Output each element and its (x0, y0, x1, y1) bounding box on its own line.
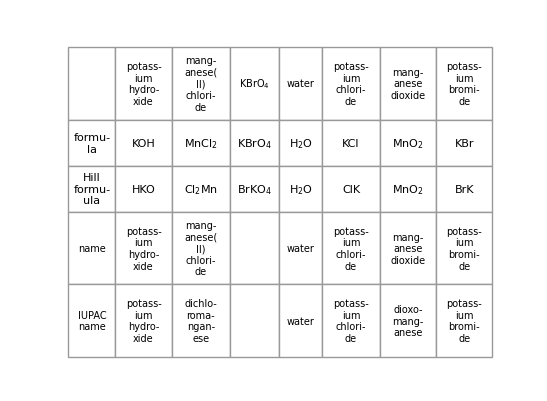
Text: water: water (287, 243, 315, 253)
Text: BrKO$_4$: BrKO$_4$ (237, 182, 272, 196)
Text: MnCl$_2$: MnCl$_2$ (184, 136, 218, 150)
Text: potass-
ium
hydro-
xide: potass- ium hydro- xide (126, 62, 161, 107)
Text: mang-
anese
dioxide: mang- anese dioxide (391, 68, 426, 101)
Text: mang-
anese(
II)
chlori-
de: mang- anese( II) chlori- de (184, 56, 217, 112)
Text: H$_2$O: H$_2$O (289, 182, 312, 196)
Text: dioxo-
mang-
anese: dioxo- mang- anese (393, 304, 424, 337)
Text: water: water (287, 79, 315, 89)
Text: potass-
ium
bromi-
de: potass- ium bromi- de (446, 226, 482, 271)
Text: Hill
formu-
ula: Hill formu- ula (73, 173, 110, 206)
Text: potass-
ium
chlori-
de: potass- ium chlori- de (333, 226, 369, 271)
Text: potass-
ium
chlori-
de: potass- ium chlori- de (333, 62, 369, 107)
Text: H$_2$O: H$_2$O (289, 136, 312, 150)
Text: MnO$_2$: MnO$_2$ (392, 182, 424, 196)
Text: KBrO$_4$: KBrO$_4$ (239, 77, 270, 91)
Text: MnO$_2$: MnO$_2$ (392, 136, 424, 150)
Text: KBr: KBr (455, 138, 474, 148)
Text: potass-
ium
chlori-
de: potass- ium chlori- de (333, 298, 369, 343)
Text: Cl$_2$Mn: Cl$_2$Mn (184, 182, 218, 196)
Text: potass-
ium
bromi-
de: potass- ium bromi- de (446, 298, 482, 343)
Text: dichlo-
roma-
ngan-
ese: dichlo- roma- ngan- ese (184, 298, 217, 343)
Text: KOH: KOH (132, 138, 155, 148)
Text: potass-
ium
hydro-
xide: potass- ium hydro- xide (126, 298, 161, 343)
Text: water: water (287, 316, 315, 326)
Text: formu-
la: formu- la (73, 133, 110, 154)
Text: mang-
anese
dioxide: mang- anese dioxide (391, 232, 426, 265)
Text: name: name (78, 243, 106, 253)
Text: KBrO$_4$: KBrO$_4$ (237, 136, 272, 150)
Text: potass-
ium
bromi-
de: potass- ium bromi- de (446, 62, 482, 107)
Text: IUPAC
name: IUPAC name (78, 310, 106, 332)
Text: HKO: HKO (132, 184, 155, 194)
Text: potass-
ium
hydro-
xide: potass- ium hydro- xide (126, 226, 161, 271)
Text: KCl: KCl (342, 138, 360, 148)
Text: ClK: ClK (342, 184, 360, 194)
Text: mang-
anese(
II)
chlori-
de: mang- anese( II) chlori- de (184, 221, 217, 277)
Text: BrK: BrK (455, 184, 474, 194)
